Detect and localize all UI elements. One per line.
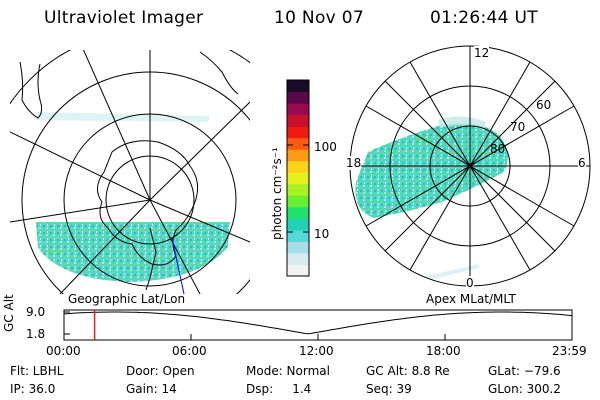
colorbar-cell bbox=[287, 172, 309, 185]
colorbar-cell bbox=[287, 137, 309, 150]
colorbar-cell bbox=[287, 264, 309, 277]
colorbar-cell bbox=[287, 229, 309, 242]
colorbar-cell bbox=[287, 218, 309, 231]
colorbar-cell bbox=[287, 195, 309, 208]
colorbar-cell bbox=[287, 206, 309, 219]
dsp-info: Dsp: 1.4 bbox=[246, 382, 312, 396]
mode-info: Mode: Normal bbox=[246, 364, 330, 378]
colorbar-cell bbox=[287, 80, 309, 93]
instrument-title: Ultraviolet Imager bbox=[44, 8, 204, 28]
y-tick-bottom: 1.8 bbox=[26, 327, 46, 341]
geographic-map-label: Geographic Lat/Lon bbox=[68, 292, 186, 306]
colorbar-cell bbox=[287, 252, 309, 265]
x-tick-0600: 06:00 bbox=[172, 344, 207, 358]
mlt-grid bbox=[350, 46, 590, 286]
colorbar-cell bbox=[287, 126, 309, 139]
filter-info: Flt: LBHL bbox=[10, 364, 64, 378]
x-tick-0000: 00:00 bbox=[46, 344, 81, 358]
colorbar-tick-10: 10 bbox=[314, 227, 330, 241]
mlat-label-60: 60 bbox=[536, 98, 552, 112]
colorbar-cell bbox=[287, 91, 309, 104]
mlt-label-18: 18 bbox=[346, 156, 362, 170]
seq-info: Seq: 39 bbox=[366, 382, 412, 396]
colorbar-cell bbox=[287, 149, 309, 162]
mlt-label-6: 6 bbox=[578, 156, 586, 170]
glat-info: GLat: −79.6 bbox=[488, 364, 561, 378]
altitude-curve bbox=[63, 311, 573, 335]
south-america-coast bbox=[19, 61, 43, 119]
uv-image-band bbox=[36, 222, 230, 282]
colorbar-cell bbox=[287, 183, 309, 196]
mlt-label-12: 12 bbox=[474, 46, 490, 60]
magnetic-polar-map bbox=[349, 45, 591, 287]
altitude-timeline bbox=[63, 309, 573, 341]
time-label: 01:26:44 UT bbox=[430, 8, 538, 28]
y-tick-top: 9.0 bbox=[26, 305, 46, 319]
colorbar-cell bbox=[287, 241, 309, 254]
longitude-grid bbox=[10, 50, 250, 294]
gc-alt-info: GC Alt: 8.8 Re bbox=[366, 364, 450, 378]
colorbar-cell bbox=[287, 160, 309, 173]
x-tick-1800: 18:00 bbox=[426, 344, 461, 358]
glon-info: GLon: 300.2 bbox=[488, 382, 561, 396]
colorbar bbox=[286, 79, 310, 277]
ip-info: IP: 36.0 bbox=[10, 382, 56, 396]
door-info: Door: Open bbox=[126, 364, 195, 378]
x-tick-2359: 23:59 bbox=[552, 344, 587, 358]
mlat-label-80: 80 bbox=[490, 142, 506, 156]
satellite-track bbox=[171, 237, 185, 294]
gain-info: Gain: 14 bbox=[126, 382, 177, 396]
mlt-label-0: 0 bbox=[466, 276, 474, 290]
colorbar-cell bbox=[287, 114, 309, 127]
colorbar-cell bbox=[287, 103, 309, 116]
date-label: 10 Nov 07 bbox=[274, 8, 364, 28]
colorbar-unit-label: photon cm⁻²s⁻¹ bbox=[270, 147, 284, 240]
mlat-label-70: 70 bbox=[510, 120, 526, 134]
x-tick-1200: 12:00 bbox=[299, 344, 334, 358]
magnetic-map-label: Apex MLat/MLT bbox=[426, 292, 516, 306]
timeline-axis-label: GC Alt bbox=[2, 294, 16, 332]
geographic-map bbox=[10, 50, 250, 294]
colorbar-tick-100: 100 bbox=[314, 140, 337, 154]
